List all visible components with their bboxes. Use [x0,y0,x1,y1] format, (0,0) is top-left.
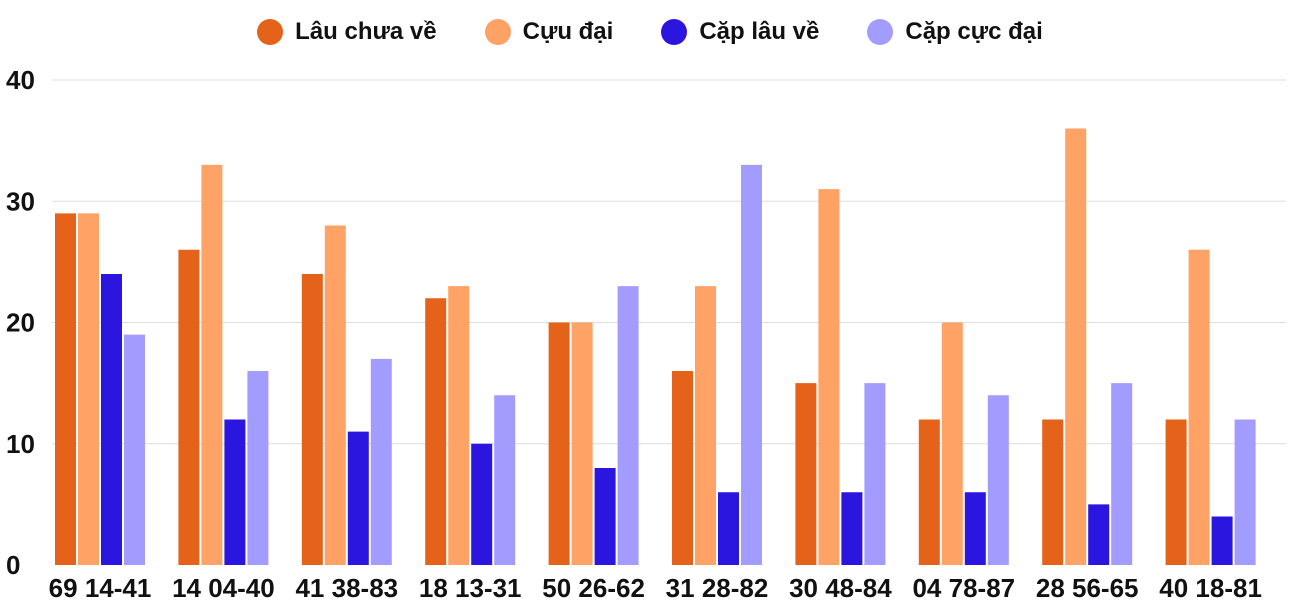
grid [52,79,1286,445]
bar [1111,383,1133,565]
bar [425,298,447,565]
bar [741,164,762,565]
bar [224,419,246,565]
legend-item-lau-chua-ve: Lâu chưa về [257,18,437,46]
y-tick-label: 10 [6,429,35,459]
bar [1188,249,1210,565]
bar [672,371,693,565]
bar [370,358,392,565]
x-axis-ticks: 69 14-41 14 04-40 41 38-83 18 13-31 50 26-62… [49,573,1262,600]
bar [78,213,99,565]
y-tick-label: 40 [6,65,35,95]
bar [617,286,639,565]
legend-swatch-cuu-dai [484,19,511,45]
legend-label-cap-lau-ve: Cặp lâu về [699,18,820,45]
bar [718,492,739,565]
x-tick-label: 41 38-83 [295,573,398,600]
bar [1042,419,1064,565]
legend-label-cuu-dai: Cựu đại [522,18,614,45]
x-tick-label: 30 48-84 [789,573,892,600]
x-tick-label: 14 04-40 [172,573,275,600]
bar [301,274,323,565]
bar [494,395,516,565]
bar [864,383,886,565]
bar [818,189,840,565]
bar [841,492,863,565]
bar [594,468,616,565]
legend-item-cap-lau-ve: Cặp lâu về [661,18,819,46]
bar [471,443,493,565]
bar [987,395,1009,565]
x-tick-label: 50 26-62 [542,573,645,600]
bar [941,322,963,565]
bar [324,225,346,565]
bar [695,286,716,565]
bar [918,419,940,565]
legend-swatch-cap-cuc-dai [867,19,894,45]
bar [964,492,986,565]
legend-label-lau-chua-ve: Lâu chưa về [295,18,437,45]
y-tick-label: 0 [6,550,20,580]
bar [101,274,122,565]
bar [548,322,570,565]
bars [55,128,1256,565]
bar [247,371,269,565]
bar [448,286,470,565]
y-tick-label: 20 [6,308,35,338]
bar [55,213,76,565]
bar [201,164,223,565]
legend-item-cuu-dai: Cựu đại [484,18,614,46]
bar [571,322,593,565]
legend: Lâu chưa về Cựu đại Cặp lâu về Cặp cực đ… [0,12,1300,52]
bar [1165,419,1187,565]
legend-label-cap-cuc-dai: Cặp cực đại [905,18,1043,45]
bar [1211,516,1233,565]
bar [1065,128,1087,565]
x-tick-label: 18 13-31 [419,573,522,600]
legend-item-cap-cuc-dai: Cặp cực đại [867,18,1043,46]
bar [1088,504,1110,565]
y-tick-label: 30 [6,186,35,216]
legend-swatch-lau-chua-ve [257,19,284,45]
bar [1234,419,1256,565]
x-tick-label: 28 56-65 [1036,573,1139,600]
x-tick-label: 69 14-41 [49,573,152,600]
bar [795,383,817,565]
legend-swatch-cap-lau-ve [661,19,688,45]
x-tick-label: 40 18-81 [1159,573,1262,600]
bar [178,249,200,565]
bar [347,431,369,565]
y-axis-ticks: 0 10 20 30 40 [6,65,35,580]
x-tick-label: 31 28-82 [666,573,769,600]
x-tick-label: 04 78-87 [912,573,1015,600]
bar [124,334,145,565]
